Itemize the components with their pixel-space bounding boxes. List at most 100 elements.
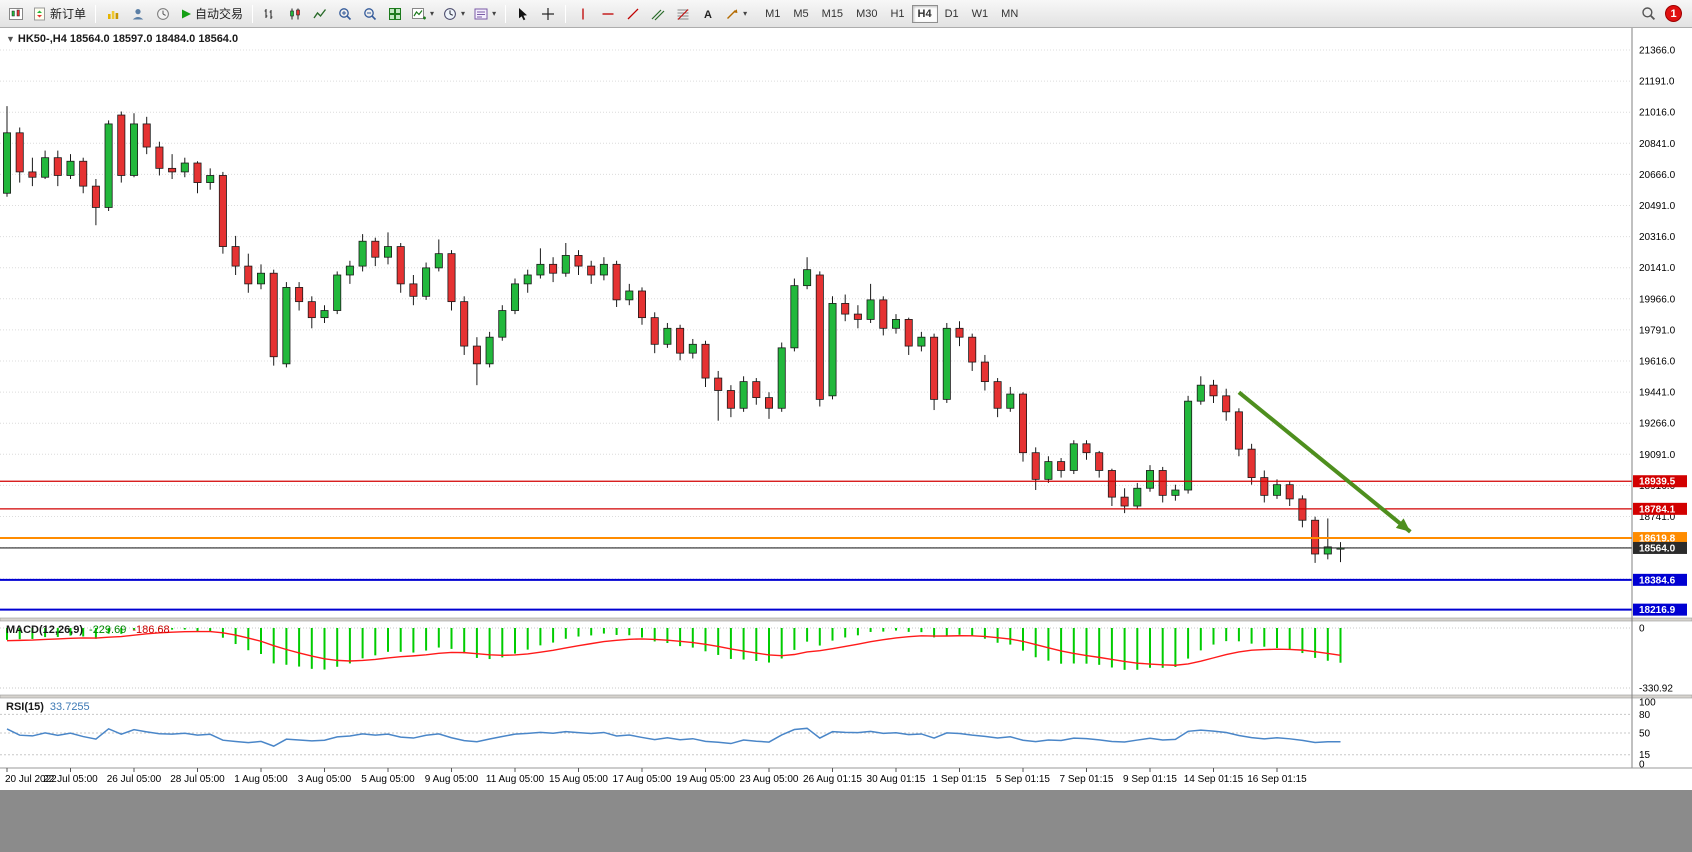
candle xyxy=(1069,440,1078,475)
candle xyxy=(282,282,291,368)
channel-button[interactable] xyxy=(646,3,670,25)
history-button[interactable] xyxy=(151,3,175,25)
svg-text:15 Aug 05:00: 15 Aug 05:00 xyxy=(549,774,608,785)
horizontal-line-icon xyxy=(602,12,614,15)
price-axis[interactable]: 21366.0 21191.0 21016.0 20841.0 20666.0 20491… xyxy=(1633,46,1687,771)
candle xyxy=(1260,470,1269,503)
search-icon xyxy=(1641,7,1655,21)
svg-text:11 Aug 05:00: 11 Aug 05:00 xyxy=(486,774,545,785)
candle xyxy=(142,116,151,155)
vertical-line-button[interactable] xyxy=(571,3,595,25)
candle xyxy=(333,271,342,315)
profile-button[interactable] xyxy=(126,3,150,25)
auto-trading-button[interactable]: 自动交易 xyxy=(176,3,247,25)
svg-text:100: 100 xyxy=(1639,698,1656,709)
svg-text:9 Sep 01:15: 9 Sep 01:15 xyxy=(1123,774,1177,785)
svg-text:20666.0: 20666.0 xyxy=(1639,170,1676,181)
pane-separator[interactable] xyxy=(0,617,1692,622)
svg-text:28 Jul 05:00: 28 Jul 05:00 xyxy=(170,774,225,785)
candle xyxy=(638,287,647,325)
window-background xyxy=(0,790,1692,852)
rsi-pane xyxy=(0,713,1632,756)
new-chart-icon xyxy=(9,7,23,20)
price-badge-18619.8: 18619.8 xyxy=(1633,532,1687,545)
trend-arrow[interactable] xyxy=(1237,390,1412,534)
trendline-button[interactable] xyxy=(621,3,645,25)
timeframe-m5-button[interactable]: M5 xyxy=(787,5,814,23)
candle xyxy=(1234,408,1243,457)
price-badge-18564.0: 18564.0 xyxy=(1633,541,1687,554)
svg-text:19616.0: 19616.0 xyxy=(1639,357,1676,368)
periods-button[interactable]: ▾ xyxy=(439,3,469,25)
candle xyxy=(701,340,710,387)
candle xyxy=(726,385,735,418)
svg-text:21366.0: 21366.0 xyxy=(1639,46,1676,57)
periods-icon xyxy=(444,7,456,20)
fibonacci-button[interactable] xyxy=(671,3,695,25)
symbol-ohlc-text: HK50-,H4 18564.0 18597.0 18484.0 18564.0 xyxy=(17,33,239,45)
candle xyxy=(828,296,837,400)
candle xyxy=(1158,466,1167,503)
svg-text:19966.0: 19966.0 xyxy=(1639,294,1676,305)
notification-badge[interactable]: 1 xyxy=(1665,5,1682,22)
trendline-icon xyxy=(627,8,639,19)
svg-text:18741.0: 18741.0 xyxy=(1639,512,1676,523)
timeframe-h4-button[interactable]: H4 xyxy=(911,4,938,23)
zoom-out-button[interactable] xyxy=(358,3,382,25)
new-order-label: 新订单 xyxy=(50,7,87,21)
candle xyxy=(1044,456,1053,483)
timeframe-m30-button[interactable]: M30 xyxy=(850,5,883,23)
candle xyxy=(663,322,672,348)
timeframe-h1-button[interactable]: H1 xyxy=(884,5,910,23)
timeframe-w1-button[interactable]: W1 xyxy=(966,5,995,23)
pane-separator[interactable] xyxy=(0,694,1692,699)
charts-bar-button[interactable] xyxy=(101,3,125,25)
svg-text:21016.0: 21016.0 xyxy=(1639,108,1676,119)
tile-windows-button[interactable] xyxy=(383,3,407,25)
candlestick-type-button[interactable] xyxy=(283,3,307,25)
candle xyxy=(892,314,901,334)
candle xyxy=(295,282,304,311)
horizontal-line-button[interactable] xyxy=(596,3,620,25)
cursor-button[interactable] xyxy=(511,3,535,25)
new-order-button[interactable]: 新订单 xyxy=(29,3,90,25)
history-icon xyxy=(157,7,169,20)
candle xyxy=(955,321,964,347)
play-icon xyxy=(182,9,192,18)
bar-chart-type-button[interactable] xyxy=(258,3,282,25)
indicators-button[interactable]: ▾ xyxy=(408,3,438,25)
candle xyxy=(561,242,570,277)
svg-text:22 Jul 05:00: 22 Jul 05:00 xyxy=(43,774,98,785)
search-button[interactable] xyxy=(1636,3,1660,25)
candle xyxy=(612,260,621,307)
new-chart-button[interactable] xyxy=(4,3,28,25)
chart-window[interactable]: 21366.0 21191.0 21016.0 20841.0 20666.0 20491… xyxy=(0,28,1692,790)
zoom-in-button[interactable] xyxy=(333,3,357,25)
candle xyxy=(269,269,278,366)
timeframe-d1-button[interactable]: D1 xyxy=(939,5,965,23)
text-button[interactable]: A xyxy=(696,3,720,25)
chevron-down-icon: ▾ xyxy=(743,9,748,18)
svg-text:0: 0 xyxy=(1639,760,1645,771)
candle xyxy=(320,305,329,323)
svg-text:18384.6: 18384.6 xyxy=(1639,575,1676,586)
candle xyxy=(180,157,189,178)
line-chart-type-button[interactable] xyxy=(308,3,332,25)
candle xyxy=(3,106,11,197)
crosshair-button[interactable] xyxy=(536,3,560,25)
candle xyxy=(549,257,558,283)
timeframe-m1-button[interactable]: M1 xyxy=(759,5,786,23)
tile-windows-icon xyxy=(389,7,402,20)
templates-button[interactable]: ▾ xyxy=(470,3,500,25)
svg-text:26 Jul 05:00: 26 Jul 05:00 xyxy=(107,774,162,785)
rsi-line xyxy=(6,727,1341,747)
auto-trading-label: 自动交易 xyxy=(195,7,244,21)
timeframe-m15-button[interactable]: M15 xyxy=(816,5,849,23)
candle xyxy=(866,283,875,323)
candle xyxy=(1057,458,1066,478)
timeframe-mn-button[interactable]: MN xyxy=(995,5,1024,23)
arrows-tool-button[interactable]: ▾ xyxy=(721,3,751,25)
candle xyxy=(752,378,761,405)
one-click-trading-expander[interactable]: ▼ xyxy=(6,34,15,44)
